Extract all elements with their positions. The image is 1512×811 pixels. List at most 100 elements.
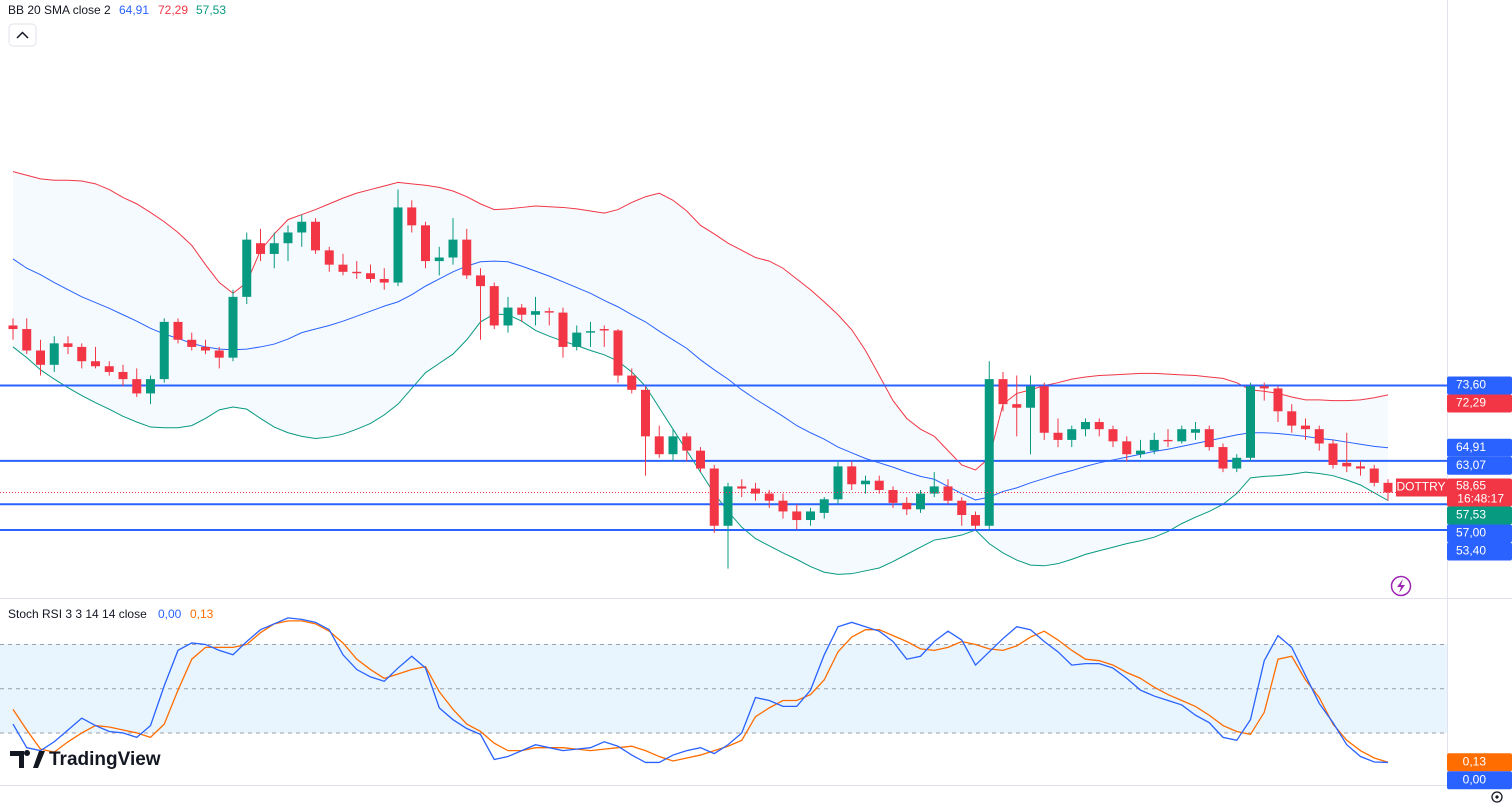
price-badge [1447, 506, 1512, 525]
candle-body [916, 493, 925, 510]
candle-body [159, 321, 169, 380]
candle-body [503, 307, 513, 326]
candle-body [1081, 422, 1090, 430]
lightning-button[interactable] [1390, 575, 1412, 597]
candle-body [682, 436, 692, 451]
candle-body [709, 468, 719, 526]
candle-body [228, 296, 238, 358]
candle-body [558, 312, 568, 347]
candle-body [984, 379, 994, 526]
collapse-button-bg[interactable] [8, 23, 37, 47]
settings-button[interactable] [1491, 791, 1503, 803]
lightning-icon [1397, 579, 1405, 593]
candle-body [49, 343, 59, 365]
price-badge [1447, 456, 1512, 475]
candle-body [696, 450, 705, 469]
candle-body [1204, 429, 1214, 448]
candle-body [517, 307, 527, 315]
bb-legend: BB 20 SMA close 2 [8, 3, 111, 17]
chevron-icon [16, 31, 29, 39]
price-badge-label: 64,91 [1456, 440, 1486, 454]
candle-body [1122, 441, 1132, 455]
candle-body [1026, 386, 1035, 408]
bb-line [12, 171, 1389, 471]
stoch-d-value: 0,13 [190, 607, 214, 621]
candle-body [476, 275, 485, 287]
stoch-line [12, 617, 1389, 764]
price-badge-label: 57,00 [1456, 526, 1486, 540]
settings-icon[interactable] [1491, 791, 1503, 803]
price-badge-label: 73,60 [1456, 378, 1486, 392]
candle-body [1328, 443, 1338, 465]
candle-body [1369, 468, 1379, 483]
candle-body [874, 480, 884, 490]
plot-layer [0, 171, 1447, 764]
candle-body [77, 346, 87, 362]
logo: TradingView [10, 749, 161, 770]
candle-body [63, 343, 73, 347]
candle-body [1232, 457, 1242, 469]
candle-body [462, 239, 472, 276]
candle-body [1356, 466, 1365, 469]
collapse-button[interactable] [8, 23, 37, 47]
candle-body [764, 493, 774, 501]
candle-body [723, 486, 733, 526]
candle-body [861, 480, 870, 485]
price-badge [1447, 478, 1512, 507]
candle-body [544, 311, 554, 313]
candle-body [489, 286, 499, 326]
candle-body [132, 379, 142, 394]
candle-body [91, 361, 100, 367]
candle-body [1314, 429, 1324, 444]
candle-body [379, 278, 389, 283]
candle-body [1149, 439, 1159, 451]
candle-body [531, 311, 540, 315]
candle-body [421, 225, 430, 262]
countdown-label: 16:48:17 [1457, 492, 1504, 506]
candle-body [448, 239, 458, 258]
price-badge [1447, 524, 1512, 543]
candle-body [847, 466, 857, 485]
candle-body [1108, 429, 1118, 442]
candle-body [187, 339, 197, 347]
logo-mark [10, 750, 45, 768]
logo-text: TradingView [49, 749, 161, 770]
candle-body [22, 329, 32, 351]
candle-body [434, 257, 444, 262]
price-badge [1447, 376, 1512, 395]
candle-body [599, 329, 609, 331]
candle-body [1067, 429, 1077, 440]
candle-body [324, 250, 334, 265]
price-badge [1447, 771, 1512, 790]
symbol-label: DOTTRY [1396, 480, 1445, 494]
stoch-k-value: 0,00 [158, 607, 182, 621]
candle-body [572, 332, 582, 347]
candle-body [1218, 447, 1228, 469]
candle-body [654, 436, 664, 455]
candle-body [806, 511, 815, 521]
settings-icon-dot [1495, 795, 1499, 799]
price-badge-label: 72,29 [1456, 396, 1486, 410]
candle-body [201, 346, 210, 351]
price-badge-label: 57,53 [1456, 508, 1486, 522]
candle-body [338, 264, 348, 272]
candle-body [36, 350, 45, 365]
candle-body [1273, 388, 1283, 412]
candle-body [833, 466, 843, 500]
price-badge-label: 58,65 [1456, 479, 1486, 493]
candle-body [586, 331, 595, 333]
candle-body [8, 325, 18, 330]
candle-body [104, 366, 114, 372]
candle-body [792, 511, 802, 521]
candle-body [1053, 432, 1063, 440]
candle-body [311, 221, 320, 251]
candle-body [1177, 429, 1187, 442]
candle-body [214, 350, 224, 358]
candle-body [627, 375, 637, 390]
price-badge [1447, 394, 1512, 413]
price-badge-label: 53,40 [1456, 544, 1486, 558]
candle-body [902, 502, 912, 510]
candle-body [998, 379, 1008, 405]
candle-body [1191, 429, 1200, 433]
